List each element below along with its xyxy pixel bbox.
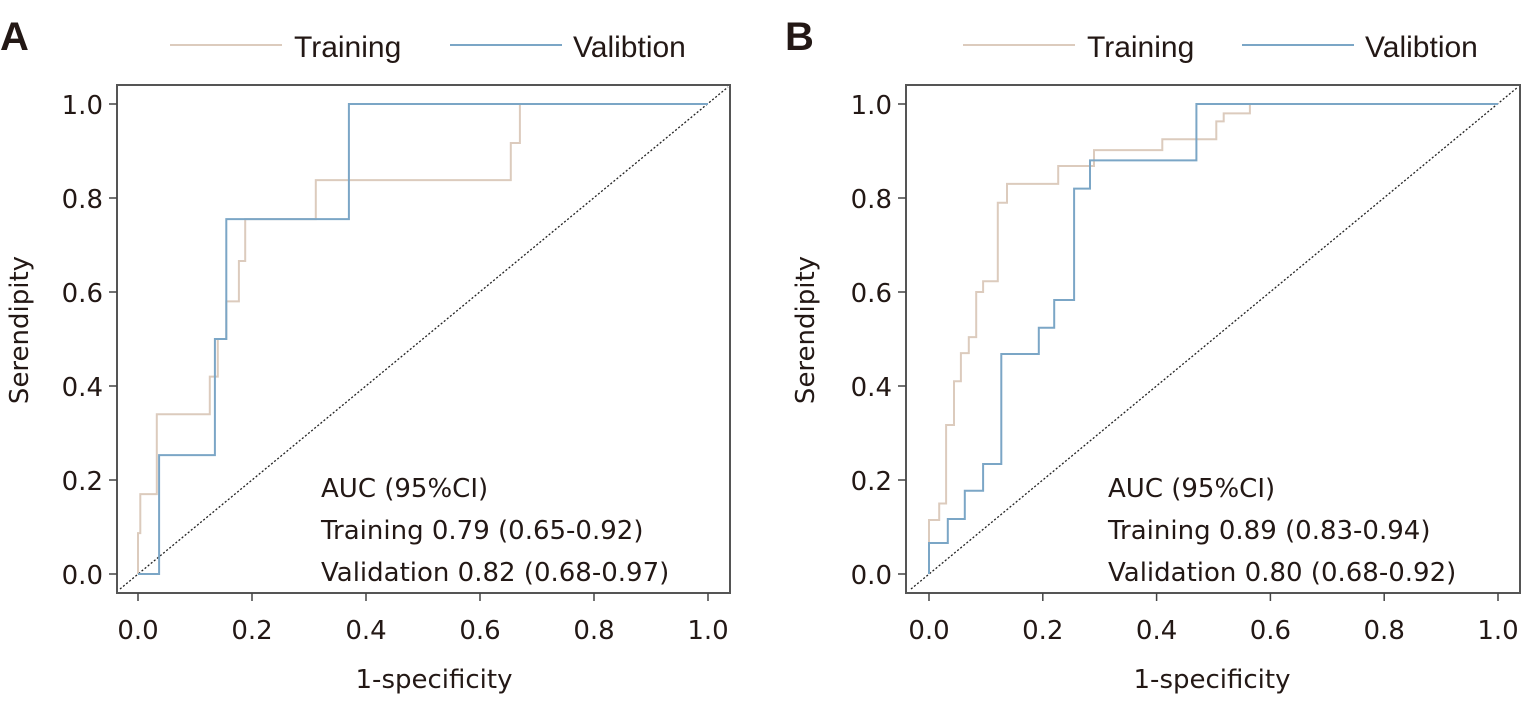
- legend-label-training: Training: [1087, 31, 1194, 64]
- y-tick-label: 0.6: [851, 279, 892, 309]
- auc-training: Training 0.79 (0.65-0.92): [320, 516, 643, 546]
- x-tick-label: 0.6: [459, 616, 500, 646]
- x-axis-title: 1-specificity: [356, 665, 513, 695]
- x-tick-label: 0.8: [1364, 616, 1405, 646]
- roc-panel-a: A Training Valibtion 0.0 0.2 0.4 0.6 0.8 1.00…: [0, 15, 731, 695]
- axis-ticks: 0.0 0.2 0.4 0.6 0.8 1.0 0.0 0.2 0.4 0.6 0.8 1.0: [851, 91, 1519, 646]
- x-tick-label: 0.2: [231, 616, 272, 646]
- axis-ticks: 0.0 0.2 0.4 0.6 0.8 1.0 0.0 0.2 0.4 0.6 0.8 1.0: [62, 91, 729, 646]
- training-curve: [928, 103, 1498, 574]
- y-tick-label: 0.0: [851, 561, 892, 591]
- legend-label-training: Training: [294, 31, 401, 64]
- x-tick-label: 0.0: [117, 616, 158, 646]
- y-axis-title: Serendipity: [791, 256, 821, 404]
- plot-frame: [905, 84, 1521, 594]
- legend-label-validation: Valibtion: [573, 31, 686, 64]
- y-tick-label: 1.0: [851, 91, 892, 121]
- auc-header: AUC (95%CI): [321, 474, 488, 504]
- x-tick-label: 1.0: [1477, 616, 1518, 646]
- y-tick-label: 0.8: [851, 185, 892, 215]
- x-tick-label: 0.4: [1136, 616, 1177, 646]
- x-tick-label: 0.6: [1250, 616, 1291, 646]
- auc-header: AUC (95%CI): [1108, 474, 1275, 504]
- y-tick-label: 0.4: [851, 373, 892, 403]
- plot-frame: [116, 84, 731, 594]
- y-tick-label: 0.4: [62, 373, 103, 403]
- x-tick-label: 0.0: [908, 616, 949, 646]
- y-tick-label: 0.8: [62, 185, 103, 215]
- validation-curve: [928, 103, 1498, 574]
- y-tick-label: 0.2: [851, 467, 892, 497]
- x-tick-label: 0.4: [345, 616, 386, 646]
- chance-diagonal: [910, 86, 1519, 590]
- auc-validation: Validation 0.82 (0.68-0.97): [321, 558, 669, 588]
- y-tick-label: 1.0: [62, 91, 103, 121]
- chance-diagonal: [119, 86, 729, 590]
- roc-panel-b: B Training Valibtion 0.0 0.2 0.4 0.6 0.8 1.00…: [785, 15, 1521, 695]
- auc-training: Training 0.89 (0.83-0.94): [1107, 516, 1430, 546]
- x-tick-label: 0.2: [1022, 616, 1063, 646]
- x-tick-label: 1.0: [687, 616, 728, 646]
- x-tick-label: 0.8: [573, 616, 614, 646]
- panel-label: B: [785, 15, 814, 59]
- validation-curve: [138, 103, 708, 575]
- y-tick-label: 0.2: [62, 467, 103, 497]
- auc-validation: Validation 0.80 (0.68-0.92): [1108, 558, 1456, 588]
- y-tick-label: 0.0: [62, 561, 103, 591]
- legend-label-validation: Valibtion: [1365, 31, 1478, 64]
- panel-label: A: [0, 15, 29, 59]
- y-axis-title: Serendipity: [5, 256, 35, 404]
- y-tick-label: 0.6: [62, 279, 103, 309]
- x-axis-title: 1-specificity: [1134, 665, 1291, 695]
